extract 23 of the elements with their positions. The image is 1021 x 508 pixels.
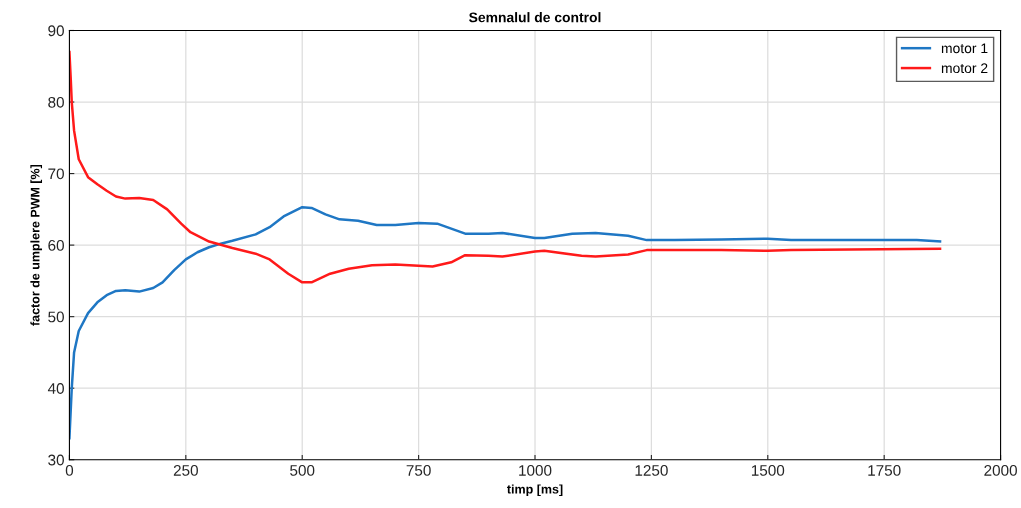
line-series [69, 50, 942, 284]
y-tick-label: 60 [48, 239, 64, 251]
x-tick-label: 0 [65, 465, 74, 476]
x-tick-label: 750 [406, 465, 431, 476]
y-tick-label: 90 [48, 25, 64, 37]
x-tick-label: 1250 [635, 465, 668, 476]
y-tick-label: 50 [48, 311, 64, 323]
y-tick-label: 80 [48, 96, 64, 108]
x-tick-label: 500 [290, 465, 315, 476]
y-tick-label: 70 [48, 168, 64, 180]
y-tick-label: 30 [48, 454, 64, 466]
x-axis-title: timp [ms] [507, 484, 563, 497]
chart-title: Semnalul de control [469, 12, 601, 23]
x-tick-label: 1500 [751, 465, 785, 476]
x-tick-label: 2000 [984, 465, 1017, 476]
x-tick-label: 1750 [868, 465, 901, 476]
x-tick-label: 1000 [519, 465, 552, 476]
x-tick-label: 250 [173, 465, 198, 476]
y-axis-title: factor de umplere PWM [%] [30, 164, 43, 326]
y-tick-label: 40 [47, 383, 64, 394]
legend-label: motor 2 [941, 63, 988, 74]
legend-label: motor 1 [941, 43, 988, 54]
line-series [69, 205, 942, 440]
